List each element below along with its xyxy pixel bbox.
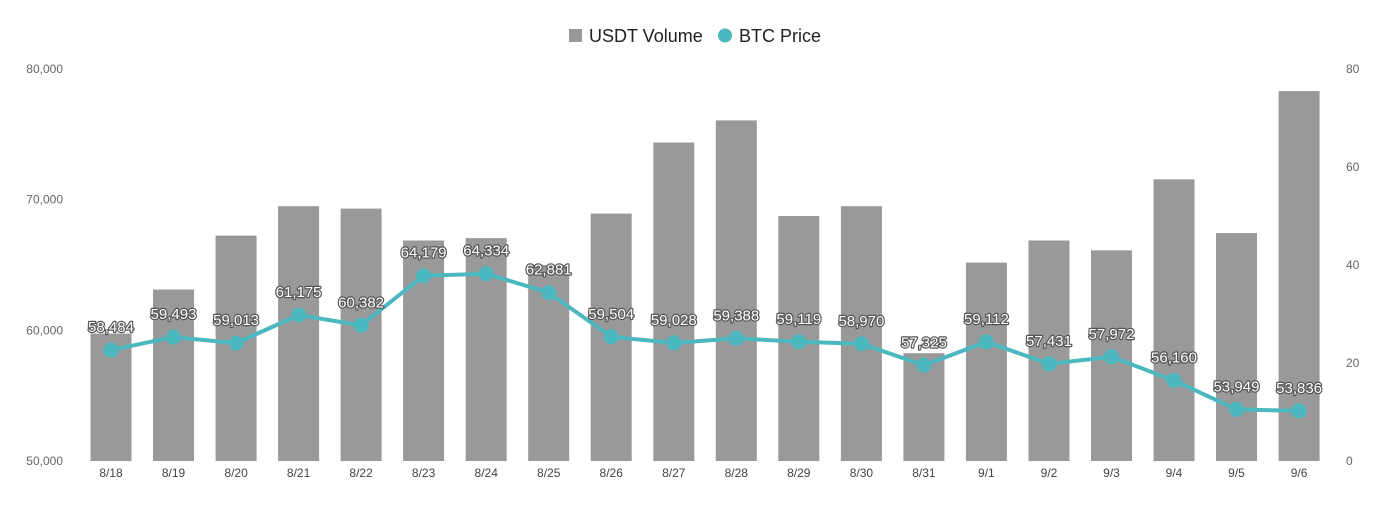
x-axis: 8/18 8/19 8/20 8/21 8/22 8/23 8/24 8/25 8/26 8/27…	[99, 466, 1307, 480]
x-axis-tick-label: 8/21	[287, 466, 311, 480]
btc-price-data-label: 64,334	[463, 243, 509, 260]
btc-price-data-label: 59,119	[776, 311, 821, 328]
btc-price-data-label: 59,028	[651, 312, 697, 329]
btc-price-point-8/28	[728, 330, 744, 346]
legend-swatch-usdt-volume	[569, 29, 582, 42]
line-series-btc-price	[103, 266, 1307, 419]
btc-price-point-8/26	[603, 329, 619, 345]
right-axis-tick-label: 0	[1346, 454, 1353, 468]
btc-price-data-label: 62,881	[526, 262, 572, 279]
btc-price-point-9/4	[1166, 373, 1182, 388]
bar-usdt-volume-8/28	[715, 120, 757, 462]
btc-price-point-8/21	[291, 307, 307, 323]
btc-price-point-8/27	[666, 335, 682, 351]
btc-price-point-8/20	[228, 335, 244, 351]
bar-usdt-volume-8/19	[153, 289, 194, 461]
btc-price-data-label: 61,175	[276, 284, 322, 301]
left-axis-tick-label: 60,000	[26, 323, 63, 337]
x-axis-tick-label: 8/22	[349, 466, 373, 480]
x-axis-tick-label: 8/28	[725, 466, 749, 480]
btc-price-data-label: 53,949	[1214, 378, 1260, 395]
bar-usdt-volume-9/5	[1216, 233, 1257, 461]
btc-price-data-label: 57,972	[1089, 326, 1135, 343]
x-axis-tick-label: 9/3	[1103, 466, 1120, 480]
x-axis-tick-label: 8/23	[412, 466, 436, 480]
bar-usdt-volume-8/22	[340, 208, 382, 461]
btc-price-data-label: 59,388	[713, 307, 759, 324]
x-axis-tick-label: 8/18	[99, 466, 123, 480]
bar-usdt-volume-9/6	[1278, 91, 1320, 461]
btc-price-line	[110, 271, 1300, 413]
bar-usdt-volume-9/1	[965, 262, 1007, 461]
btc-price-data-label: 56,160	[1151, 350, 1197, 367]
left-axis-tick-label: 70,000	[26, 193, 63, 207]
x-axis-tick-label: 8/20	[224, 466, 248, 480]
x-axis-tick-label: 8/30	[850, 466, 874, 480]
right-axis-tick-label: 80	[1346, 62, 1360, 76]
legend-swatch-btc-price	[718, 28, 732, 43]
bar-usdt-volume-8/21	[278, 206, 320, 461]
btc-price-data-label: 59,013	[213, 312, 259, 329]
x-axis-tick-label: 8/29	[787, 466, 811, 480]
bar-usdt-volume-9/2	[1028, 240, 1070, 461]
btc-price-data-label: 59,112	[964, 311, 1009, 328]
data-labels-btc-price: 58,484 59,493 59,013 61,175 60,382 64,179 64,3…	[87, 241, 1323, 398]
x-axis-tick-label: 9/1	[978, 466, 995, 480]
btc-price-point-9/6	[1291, 403, 1307, 419]
btc-price-point-9/3	[1104, 349, 1119, 365]
right-axis-tick-label: 40	[1346, 258, 1360, 272]
right-axis: 0 20 40 60 80	[1346, 62, 1360, 468]
btc-price-data-label: 59,504	[588, 306, 634, 323]
x-axis-tick-label: 8/24	[475, 466, 499, 480]
btc-price-data-label: 64,179	[401, 245, 447, 262]
btc-price-point-8/31	[916, 357, 932, 373]
bar-usdt-volume-9/4	[1153, 179, 1195, 462]
btc-price-data-label: 58,484	[88, 319, 134, 336]
legend-label-usdt-volume: USDT Volume	[589, 26, 703, 46]
btc-price-data-label: 58,970	[838, 313, 884, 330]
x-axis-tick-label: 9/4	[1166, 466, 1183, 480]
btc-price-point-8/30	[853, 336, 869, 352]
right-axis-tick-label: 60	[1346, 160, 1360, 174]
legend-label-btc-price: BTC Price	[739, 26, 821, 46]
x-axis-tick-label: 8/26	[600, 466, 624, 480]
btc-price-data-label: 57,431	[1026, 333, 1072, 350]
btc-price-data-label: 59,493	[151, 306, 197, 323]
left-axis: 50,000 60,000 70,000 80,000	[26, 62, 63, 468]
x-axis-tick-label: 9/5	[1228, 466, 1245, 480]
bar-series-usdt-volume	[90, 91, 1320, 462]
btc-price-point-8/18	[103, 342, 119, 358]
x-axis-tick-label: 8/25	[537, 466, 561, 480]
btc-price-point-9/1	[978, 334, 994, 350]
bar-usdt-volume-8/30	[840, 206, 882, 461]
btc-price-point-8/24	[478, 266, 494, 282]
x-axis-tick-label: 9/6	[1291, 466, 1308, 480]
x-axis-tick-label: 8/19	[162, 466, 186, 480]
x-axis-tick-label: 9/2	[1041, 466, 1058, 480]
btc-price-point-8/22	[353, 317, 369, 333]
btc-price-point-8/23	[416, 268, 432, 284]
btc-price-data-label: 53,836	[1276, 380, 1322, 397]
right-axis-tick-label: 20	[1346, 356, 1360, 370]
btc-price-point-8/19	[166, 329, 181, 345]
btc-price-point-9/5	[1229, 401, 1244, 417]
x-axis-tick-label: 8/31	[912, 466, 936, 480]
x-axis-tick-label: 8/27	[662, 466, 686, 480]
bar-usdt-volume-8/27	[653, 142, 695, 461]
btc-price-point-9/2	[1041, 356, 1057, 372]
btc-price-point-8/25	[541, 285, 557, 301]
legend: USDT Volume BTC Price	[569, 26, 821, 46]
btc-price-point-8/29	[791, 334, 807, 350]
btc-price-data-label: 57,325	[901, 334, 947, 351]
left-axis-tick-label: 80,000	[26, 62, 63, 76]
btc-price-data-label: 60,382	[338, 294, 384, 311]
left-axis-tick-label: 50,000	[26, 454, 63, 468]
